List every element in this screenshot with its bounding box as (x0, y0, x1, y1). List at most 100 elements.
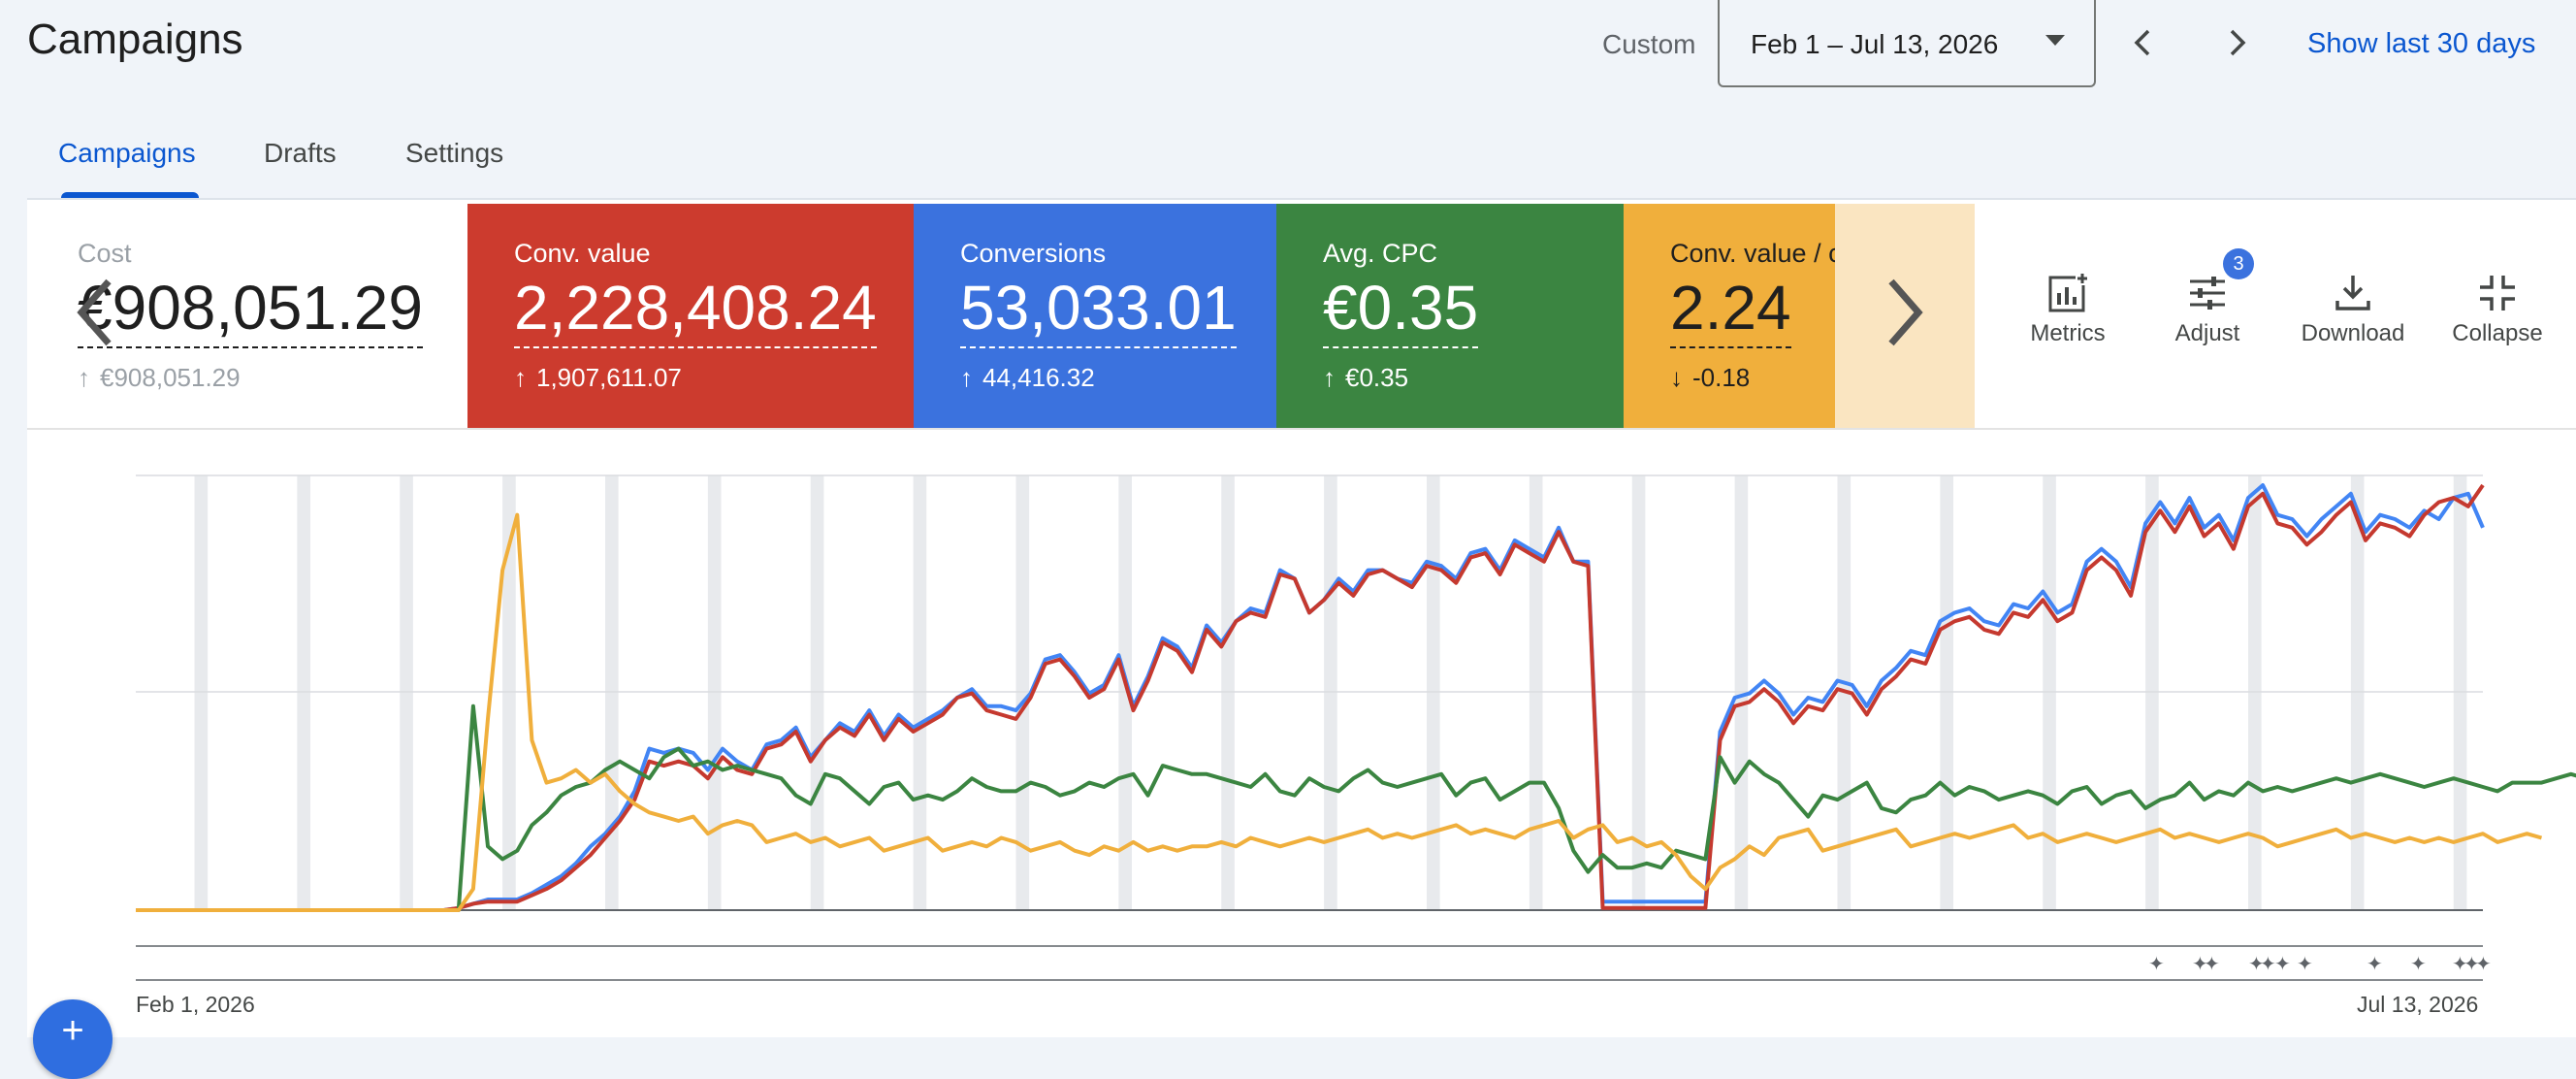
scorecard-conv-value-per-cost[interactable]: Conv. value / cost 2.24 ↓ -0.18 (1624, 204, 1835, 428)
scorecard-delta: ↑ €0.35 (1323, 363, 1408, 393)
weekend-band (707, 475, 722, 910)
cards-divider (27, 428, 2576, 430)
arrow-up-icon: ↑ (514, 363, 527, 392)
scorecard-value: 2.24 (1670, 275, 1791, 349)
tab-campaigns[interactable]: Campaigns (58, 138, 196, 168)
scorecard-label: Conversions (960, 239, 1107, 268)
x-axis-start-label: Feb 1, 2026 (136, 992, 255, 1017)
arrow-up-icon: ↑ (1323, 363, 1336, 392)
active-tab-indicator (61, 192, 199, 198)
download-label: Download (2301, 320, 2405, 346)
bar-chart-add-icon (2048, 272, 2089, 312)
scorecard-value: €908,051.29 (78, 275, 423, 349)
annotation-marker-icon: ✦ (2248, 952, 2265, 975)
weekend-band (400, 475, 413, 910)
scorecard-label: Avg. CPC (1323, 239, 1438, 268)
plus-icon: + (61, 1009, 84, 1052)
performance-chart: ✦ ✦✦ ✦✦✦ ✦ ✦ ✦ ✦✦✦ (136, 474, 2576, 981)
weekend-band (1529, 475, 1543, 910)
scorecard-avg-cpc[interactable]: Avg. CPC €0.35 ↑ €0.35 (1276, 204, 1624, 428)
page-title: Campaigns (27, 16, 243, 63)
date-range-select[interactable]: Feb 1 – Jul 13, 2026 (1718, 0, 2096, 87)
adjust-count-badge: 3 (2223, 248, 2254, 279)
annotation-marker-icon: ✦ (2297, 952, 2313, 975)
annotation-marker-icon: ✦ (2475, 952, 2492, 975)
weekend-band (2453, 475, 2467, 910)
download-icon (2335, 276, 2370, 311)
weekend-band (2145, 475, 2159, 910)
weekend-band (2043, 475, 2056, 910)
scorecard-value: €0.35 (1323, 275, 1479, 349)
weekend-bands (194, 475, 2467, 910)
show-last-30-days-link[interactable]: Show last 30 days (2307, 28, 2536, 59)
date-range-value: Feb 1 – Jul 13, 2026 (1751, 29, 1999, 59)
weekend-band (605, 475, 619, 910)
scorecard-delta: ↓ -0.18 (1670, 363, 1750, 393)
download-button[interactable]: Download (2295, 272, 2411, 347)
adjust-label: Adjust (2174, 320, 2240, 346)
weekend-band (1118, 475, 1132, 910)
series-line-2 (136, 703, 2576, 912)
annotation-marker-icon: ✦ (2367, 952, 2383, 975)
chevron-right-icon[interactable] (1874, 274, 1932, 351)
collapse-icon (2480, 276, 2515, 311)
tune-icon (2190, 277, 2225, 310)
weekend-band (1734, 475, 1749, 910)
scorecard-delta-value: 44,416.32 (982, 363, 1095, 392)
collapse-button[interactable]: Collapse (2444, 272, 2551, 347)
weekend-band (1631, 475, 1646, 910)
scorecard-label: Conv. value (514, 239, 651, 268)
metrics-button[interactable]: Metrics (2025, 272, 2110, 347)
scorecard-delta: ↑ €908,051.29 (78, 363, 241, 393)
scorecard-delta-value: €0.35 (1345, 363, 1409, 392)
chart-series (136, 483, 2576, 912)
tabs-divider (27, 198, 2576, 200)
weekend-band (194, 475, 209, 910)
annotation-marker-icon: ✦ (2452, 952, 2468, 975)
annotation-marker-icon: ✦ (2463, 952, 2480, 975)
adjust-button[interactable]: Adjust (2169, 272, 2246, 347)
tab-settings[interactable]: Settings (405, 138, 504, 168)
scorecard-overflow (1835, 204, 1975, 428)
annotation-marker-icon: ✦ (2148, 952, 2165, 975)
weekend-band (297, 475, 310, 910)
annotation-marker-icon: ✦ (2410, 952, 2427, 975)
scorecard-value: 53,033.01 (960, 275, 1237, 349)
weekend-band (2350, 475, 2365, 910)
date-range-label: Custom (1602, 29, 1696, 59)
collapse-label: Collapse (2452, 320, 2543, 346)
scorecard-delta: ↑ 1,907,611.07 (514, 363, 682, 393)
scorecard-delta-value: €908,051.29 (100, 363, 241, 392)
annotation-marker-icon: ✦ (2204, 952, 2220, 975)
chevron-left-icon[interactable] (68, 274, 126, 351)
annotation-marker-icon: ✦ (2260, 952, 2276, 975)
chevron-right-icon[interactable] (2215, 21, 2258, 64)
metrics-label: Metrics (2030, 320, 2106, 346)
weekend-band (502, 475, 516, 910)
scorecard-label: Cost (78, 239, 132, 268)
annotation-marker-icon: ✦ (2274, 952, 2291, 975)
chart-range-selector: ✦ ✦✦ ✦✦✦ ✦ ✦ ✦ ✦✦✦ (136, 945, 2492, 981)
arrow-up-icon: ↑ (960, 363, 973, 392)
weekend-band (1324, 475, 1337, 910)
scorecard-delta: ↑ 44,416.32 (960, 363, 1095, 393)
tab-drafts[interactable]: Drafts (264, 138, 337, 168)
series-line-1 (136, 483, 2485, 912)
scorecard-value: 2,228,408.24 (514, 275, 877, 349)
scorecard-conversions[interactable]: Conversions 53,033.01 ↑ 44,416.32 (914, 204, 1276, 428)
x-axis-end-label: Jul 13, 2026 (2357, 992, 2479, 1017)
chevron-left-icon[interactable] (2122, 21, 2165, 64)
scorecard-label: Conv. value / cost (1670, 239, 1835, 268)
weekend-band (810, 475, 824, 910)
scorecard-cost[interactable]: Cost €908,051.29 ↑ €908,051.29 (31, 204, 467, 428)
scorecard-delta-value: -0.18 (1692, 363, 1751, 392)
series-line-3 (136, 512, 2543, 912)
annotation-marker-icon: ✦ (2192, 952, 2208, 975)
weekend-band (1221, 475, 1235, 910)
scorecard-conv-value[interactable]: Conv. value 2,228,408.24 ↑ 1,907,611.07 (467, 204, 914, 428)
weekend-band (1940, 475, 1953, 910)
weekend-band (1015, 475, 1030, 910)
weekend-band (1427, 475, 1440, 910)
create-button[interactable]: + (33, 999, 113, 1079)
weekend-band (913, 475, 927, 910)
